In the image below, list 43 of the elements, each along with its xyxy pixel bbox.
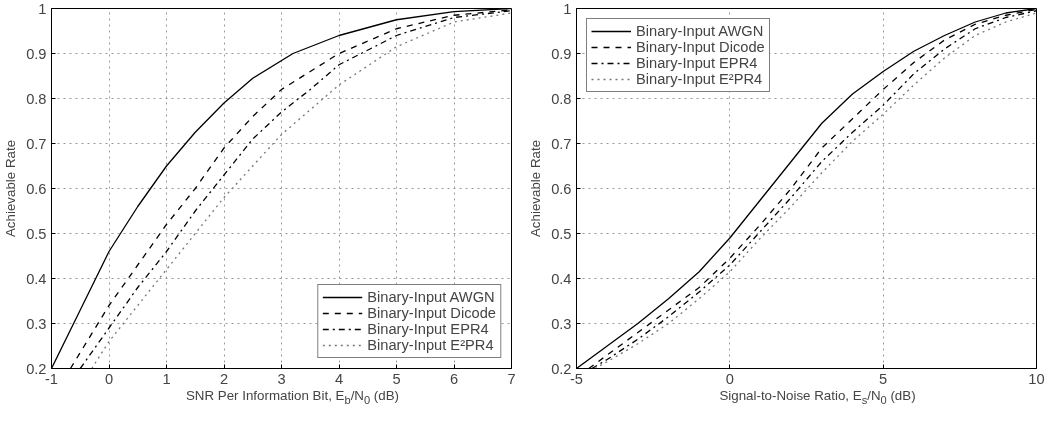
y-tick-label: 0.9 bbox=[26, 45, 47, 62]
x-axis-title: Signal-to-Noise Ratio, E$_{s}$/N$_{0}$ (dB) bbox=[719, 387, 916, 408]
y-tick-label: 0.5 bbox=[551, 225, 572, 242]
y-tick-label: 0.8 bbox=[26, 90, 47, 107]
x-tick-label: 0 bbox=[725, 370, 734, 387]
x-tick-label: 4 bbox=[334, 370, 344, 387]
legend-label: Binary-Input E²PR4 bbox=[636, 71, 763, 87]
x-tick-label: 6 bbox=[449, 370, 459, 387]
x-tick-label: -1 bbox=[44, 370, 59, 387]
y-tick-label: 0.2 bbox=[551, 360, 572, 377]
y-tick-label: 0.5 bbox=[26, 225, 47, 242]
x-tick-label: -5 bbox=[569, 370, 584, 387]
legend-label: Binary-Input EPR4 bbox=[636, 55, 758, 71]
x-tick-label: 7 bbox=[507, 370, 516, 387]
legend-label: Binary-Input E²PR4 bbox=[367, 337, 494, 353]
legend-label: Binary-Input AWGN bbox=[367, 289, 495, 305]
legend-label: Binary-Input Dicode bbox=[367, 305, 496, 321]
x-tick-label: 5 bbox=[392, 370, 401, 387]
y-tick-label: 0.6 bbox=[26, 180, 47, 197]
y-tick-label: 1 bbox=[38, 0, 47, 17]
x-tick-label: 1 bbox=[162, 370, 171, 387]
y-tick-label: 0.3 bbox=[551, 315, 572, 332]
legend-label: Binary-Input Dicode bbox=[636, 39, 765, 55]
y-tick-label: 0.8 bbox=[551, 90, 572, 107]
x-tick-label: 3 bbox=[277, 370, 286, 387]
y-tick-label: 0.9 bbox=[551, 45, 572, 62]
y-tick-label: 0.6 bbox=[551, 180, 572, 197]
x-tick-label: 2 bbox=[219, 370, 229, 387]
y-tick-label: 0.4 bbox=[26, 270, 47, 287]
x-tick-label: 5 bbox=[879, 370, 888, 387]
y-tick-label: 0.4 bbox=[551, 270, 572, 287]
y-tick-label: 0.3 bbox=[26, 315, 47, 332]
legend-label: Binary-Input AWGN bbox=[636, 23, 764, 39]
y-tick-label: 1 bbox=[563, 0, 572, 17]
legend-label: Binary-Input EPR4 bbox=[367, 321, 489, 337]
x-axis-title: SNR Per Information Bit, E$_{b}$/N$_{0}$ (dB) bbox=[185, 387, 400, 408]
x-tick-label: 10 bbox=[1028, 370, 1045, 387]
y-axis-title: Achievable Rate bbox=[3, 139, 19, 238]
x-tick-label: 0 bbox=[104, 370, 114, 387]
y-tick-label: 0.7 bbox=[551, 135, 572, 152]
y-tick-label: 0.2 bbox=[26, 360, 47, 377]
y-tick-label: 0.7 bbox=[26, 135, 47, 152]
y-axis-title: Achievable Rate bbox=[528, 139, 544, 238]
